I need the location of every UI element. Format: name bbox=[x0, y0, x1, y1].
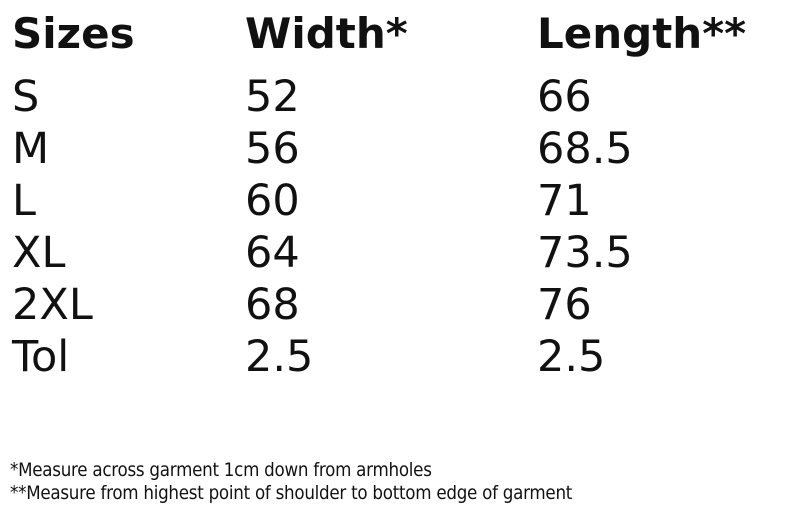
header-length: Length** bbox=[537, 9, 747, 58]
size-cell: XL bbox=[12, 228, 66, 278]
width-cell: 56 bbox=[245, 124, 300, 174]
width-cell: 60 bbox=[245, 176, 300, 226]
table-row: 2XL 68 76 bbox=[0, 279, 800, 331]
length-cell: 68.5 bbox=[537, 124, 633, 174]
length-cell: 66 bbox=[537, 72, 592, 122]
table-header: Sizes Width* Length** bbox=[0, 8, 800, 60]
table-row: Tol 2.5 2.5 bbox=[0, 331, 800, 383]
size-cell: L bbox=[12, 176, 36, 226]
size-cell: Tol bbox=[12, 332, 70, 382]
header-width: Width* bbox=[245, 9, 408, 58]
length-cell: 76 bbox=[537, 280, 592, 330]
size-cell: M bbox=[12, 124, 50, 174]
width-cell: 52 bbox=[245, 72, 300, 122]
width-cell: 68 bbox=[245, 280, 300, 330]
footnote-width: *Measure across garment 1cm down from ar… bbox=[10, 459, 432, 481]
width-cell: 2.5 bbox=[245, 332, 314, 382]
table-row: M 56 68.5 bbox=[0, 123, 800, 175]
length-cell: 71 bbox=[537, 176, 592, 226]
length-cell: 73.5 bbox=[537, 228, 633, 278]
table-row: S 52 66 bbox=[0, 71, 800, 123]
table-row: XL 64 73.5 bbox=[0, 227, 800, 279]
header-sizes: Sizes bbox=[12, 9, 135, 58]
size-cell: S bbox=[12, 72, 40, 122]
length-cell: 2.5 bbox=[537, 332, 606, 382]
table-row: L 60 71 bbox=[0, 175, 800, 227]
width-cell: 64 bbox=[245, 228, 300, 278]
footnote-length: **Measure from highest point of shoulder… bbox=[10, 482, 573, 504]
size-cell: 2XL bbox=[12, 280, 93, 330]
